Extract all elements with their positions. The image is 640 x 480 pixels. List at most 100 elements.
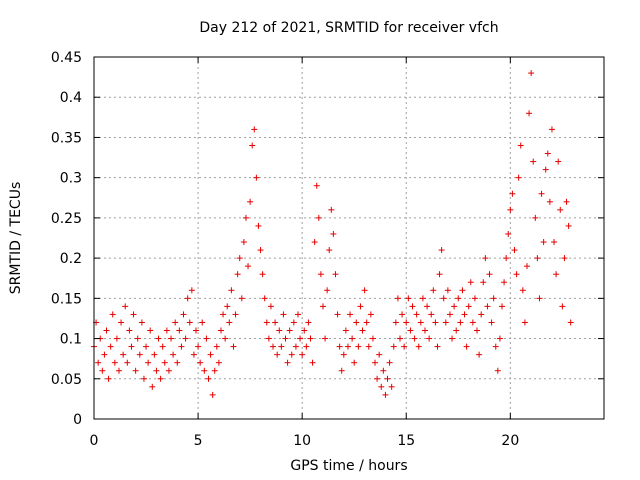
data-point xyxy=(365,343,372,350)
data-point xyxy=(143,343,150,350)
y-tick-label: 0.2 xyxy=(60,251,82,267)
data-point xyxy=(178,343,185,350)
data-point xyxy=(326,247,333,254)
data-point xyxy=(242,214,249,221)
data-point xyxy=(165,367,172,374)
data-point xyxy=(424,303,431,310)
data-point xyxy=(230,343,237,350)
data-point xyxy=(126,327,133,334)
data-point xyxy=(297,335,304,342)
data-point xyxy=(363,319,370,326)
data-point xyxy=(367,311,374,318)
data-point xyxy=(220,311,227,318)
data-point xyxy=(299,351,306,358)
data-point xyxy=(478,311,485,318)
data-point xyxy=(263,319,270,326)
data-point xyxy=(540,239,547,246)
data-point xyxy=(357,303,364,310)
data-point xyxy=(313,182,320,189)
data-point xyxy=(224,303,231,310)
data-point xyxy=(542,166,549,173)
data-point xyxy=(280,311,287,318)
data-point xyxy=(317,271,324,278)
data-point xyxy=(457,319,464,326)
x-tick-label: 15 xyxy=(397,433,415,449)
data-point xyxy=(288,351,295,358)
data-point xyxy=(111,359,118,366)
data-point xyxy=(193,327,199,334)
data-point xyxy=(249,142,256,149)
data-point xyxy=(486,271,493,278)
data-point xyxy=(428,311,435,318)
data-point xyxy=(526,110,533,117)
data-point xyxy=(295,311,301,318)
grid xyxy=(94,57,604,419)
data-point xyxy=(517,142,524,149)
data-point xyxy=(197,359,204,366)
data-point xyxy=(421,327,428,334)
data-marks xyxy=(91,70,574,398)
y-tick-label: 0.25 xyxy=(51,211,82,227)
data-point xyxy=(465,303,472,310)
data-point xyxy=(342,327,349,334)
data-point xyxy=(176,327,183,334)
data-point xyxy=(374,375,381,382)
data-point xyxy=(159,343,166,350)
data-point xyxy=(390,343,397,350)
data-point xyxy=(411,335,418,342)
data-point xyxy=(503,255,510,262)
data-point xyxy=(544,150,551,157)
data-point xyxy=(459,287,466,294)
data-point xyxy=(276,327,283,334)
data-point xyxy=(215,359,222,366)
y-tick-label: 0 xyxy=(73,412,82,428)
data-point xyxy=(174,359,181,366)
data-point xyxy=(136,351,143,358)
data-point xyxy=(309,359,316,366)
data-point xyxy=(330,230,337,237)
y-tick-label: 0.45 xyxy=(51,50,82,66)
data-point xyxy=(109,311,116,318)
data-point xyxy=(534,255,541,262)
data-point xyxy=(253,174,260,181)
data-point xyxy=(115,367,122,374)
data-point xyxy=(442,319,449,326)
data-point xyxy=(149,383,156,390)
data-point xyxy=(251,126,258,133)
data-point xyxy=(490,295,497,302)
data-point xyxy=(536,295,543,302)
data-point xyxy=(388,383,395,390)
x-tick-label: 10 xyxy=(293,433,311,449)
data-point xyxy=(120,351,127,358)
data-point xyxy=(163,327,170,334)
data-point xyxy=(440,295,447,302)
data-point xyxy=(455,295,462,302)
data-point xyxy=(140,375,147,382)
data-point xyxy=(128,343,135,350)
data-point xyxy=(453,327,460,334)
data-point xyxy=(157,375,164,382)
data-point xyxy=(372,359,379,366)
data-point xyxy=(211,367,218,374)
data-point xyxy=(501,279,508,286)
data-point xyxy=(496,335,503,342)
data-point xyxy=(274,351,281,358)
data-point xyxy=(234,271,241,278)
data-point xyxy=(315,214,322,221)
data-point xyxy=(257,247,264,254)
data-point xyxy=(222,335,229,342)
data-point xyxy=(511,247,518,254)
data-point xyxy=(284,359,291,366)
data-point xyxy=(203,335,210,342)
data-point xyxy=(286,327,293,334)
data-point xyxy=(168,335,175,342)
data-point xyxy=(507,206,514,213)
data-point xyxy=(240,239,247,246)
data-point xyxy=(113,335,120,342)
x-tick-label: 0 xyxy=(90,433,99,449)
data-point xyxy=(561,255,568,262)
data-point xyxy=(332,271,339,278)
data-point xyxy=(130,311,137,318)
data-point xyxy=(484,303,491,310)
data-point xyxy=(255,222,262,229)
